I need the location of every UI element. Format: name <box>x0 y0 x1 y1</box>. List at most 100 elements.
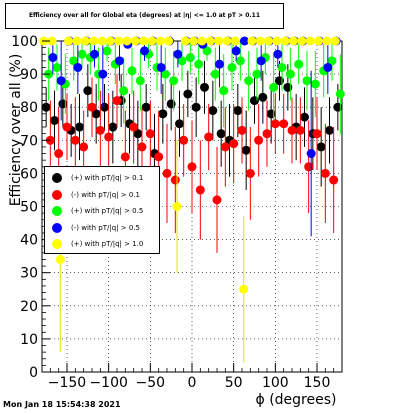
data-point <box>55 254 65 264</box>
chart-title: Efficiency over all for Global eta (degr… <box>28 12 261 19</box>
data-point <box>247 36 257 46</box>
data-point <box>333 102 343 112</box>
data-point <box>229 139 239 149</box>
data-point <box>180 36 190 46</box>
data-point <box>97 36 107 46</box>
data-point <box>156 62 166 72</box>
data-point <box>302 76 312 86</box>
data-point <box>127 66 137 76</box>
data-point <box>310 79 320 89</box>
data-point <box>220 142 230 152</box>
data-point <box>295 125 305 135</box>
data-point <box>98 69 108 79</box>
data-point <box>70 135 80 145</box>
legend-label: (+) with pT/|q| > 0.5 <box>71 207 144 215</box>
data-point <box>102 46 112 56</box>
data-point <box>250 96 259 106</box>
data-point <box>80 36 90 46</box>
data-point <box>273 49 283 59</box>
data-point <box>264 36 274 46</box>
data-point <box>183 89 193 99</box>
data-point <box>95 125 105 135</box>
data-point <box>210 69 220 79</box>
data-point <box>287 125 297 135</box>
data-point <box>185 53 195 63</box>
data-point <box>189 36 199 46</box>
y-axis-label: Efficiency over all (%) <box>8 54 24 207</box>
data-point <box>323 62 333 72</box>
data-point <box>222 36 232 46</box>
legend-entry: (+) with pT/|q| > 0.5 <box>45 203 159 219</box>
data-point <box>50 115 59 125</box>
data-point <box>129 122 139 132</box>
data-point <box>327 56 337 66</box>
data-point <box>216 129 226 139</box>
data-point <box>266 109 276 119</box>
data-point <box>277 62 287 72</box>
data-point <box>112 96 122 106</box>
data-point <box>283 82 293 92</box>
timestamp: Mon Jan 18 15:54:38 2021 <box>3 400 121 409</box>
legend-entry: (+) with pT/|q| > 1.0 <box>45 236 159 252</box>
data-point <box>202 46 212 56</box>
data-point <box>114 36 124 46</box>
data-point <box>214 36 224 46</box>
data-point <box>69 56 79 66</box>
data-point <box>72 36 82 46</box>
legend-label: (-) with pT/|q| > 0.1 <box>71 190 140 199</box>
data-point <box>262 129 272 139</box>
data-point <box>297 36 307 46</box>
data-point <box>130 36 140 46</box>
data-point <box>237 125 247 135</box>
data-point <box>108 122 118 132</box>
data-point <box>279 119 289 129</box>
x-tick-label: 0 <box>188 375 197 391</box>
x-tick-label: −50 <box>136 375 166 391</box>
data-point <box>256 56 266 66</box>
data-point <box>90 49 99 59</box>
data-point <box>280 36 290 46</box>
data-point <box>139 36 149 46</box>
legend-marker <box>52 206 62 216</box>
data-point <box>173 49 183 59</box>
x-tick-label: −100 <box>89 375 127 391</box>
data-point <box>52 62 62 72</box>
data-point <box>105 36 115 46</box>
legend-marker <box>52 189 62 200</box>
x-tick-label: 150 <box>304 375 331 391</box>
data-point <box>239 284 249 294</box>
data-point <box>191 102 201 112</box>
data-point <box>227 62 237 72</box>
data-point <box>252 69 262 79</box>
data-point <box>205 36 215 46</box>
data-point <box>87 102 97 112</box>
y-tick-label: 0 <box>29 365 38 381</box>
legend-label: (-) with pT/|q| > 0.5 <box>71 223 140 232</box>
data-point <box>300 112 309 122</box>
data-point <box>212 195 222 205</box>
data-point <box>56 76 66 86</box>
data-point <box>79 142 89 152</box>
data-point <box>179 135 189 145</box>
y-tick-label: 90 <box>20 67 38 83</box>
data-point <box>200 82 209 92</box>
data-point <box>75 122 84 132</box>
legend-entry: (+) with pT/|q| > 0.1 <box>45 170 159 186</box>
data-point <box>133 129 143 139</box>
data-point <box>254 135 264 145</box>
data-point <box>316 142 326 152</box>
x-axis-label: ϕ (degrees) <box>256 392 337 408</box>
data-point <box>320 168 330 178</box>
data-point <box>100 102 109 112</box>
data-point <box>175 119 184 129</box>
data-point <box>325 125 334 135</box>
x-tick-label: 50 <box>225 375 243 391</box>
data-point <box>147 36 157 46</box>
x-tick-label: 100 <box>262 375 289 391</box>
data-point <box>162 168 172 178</box>
data-point <box>154 152 164 162</box>
data-point <box>215 59 224 69</box>
legend-label: (+) with pT/|q| > 0.1 <box>71 174 144 182</box>
data-point <box>73 62 83 72</box>
data-point <box>233 106 243 116</box>
